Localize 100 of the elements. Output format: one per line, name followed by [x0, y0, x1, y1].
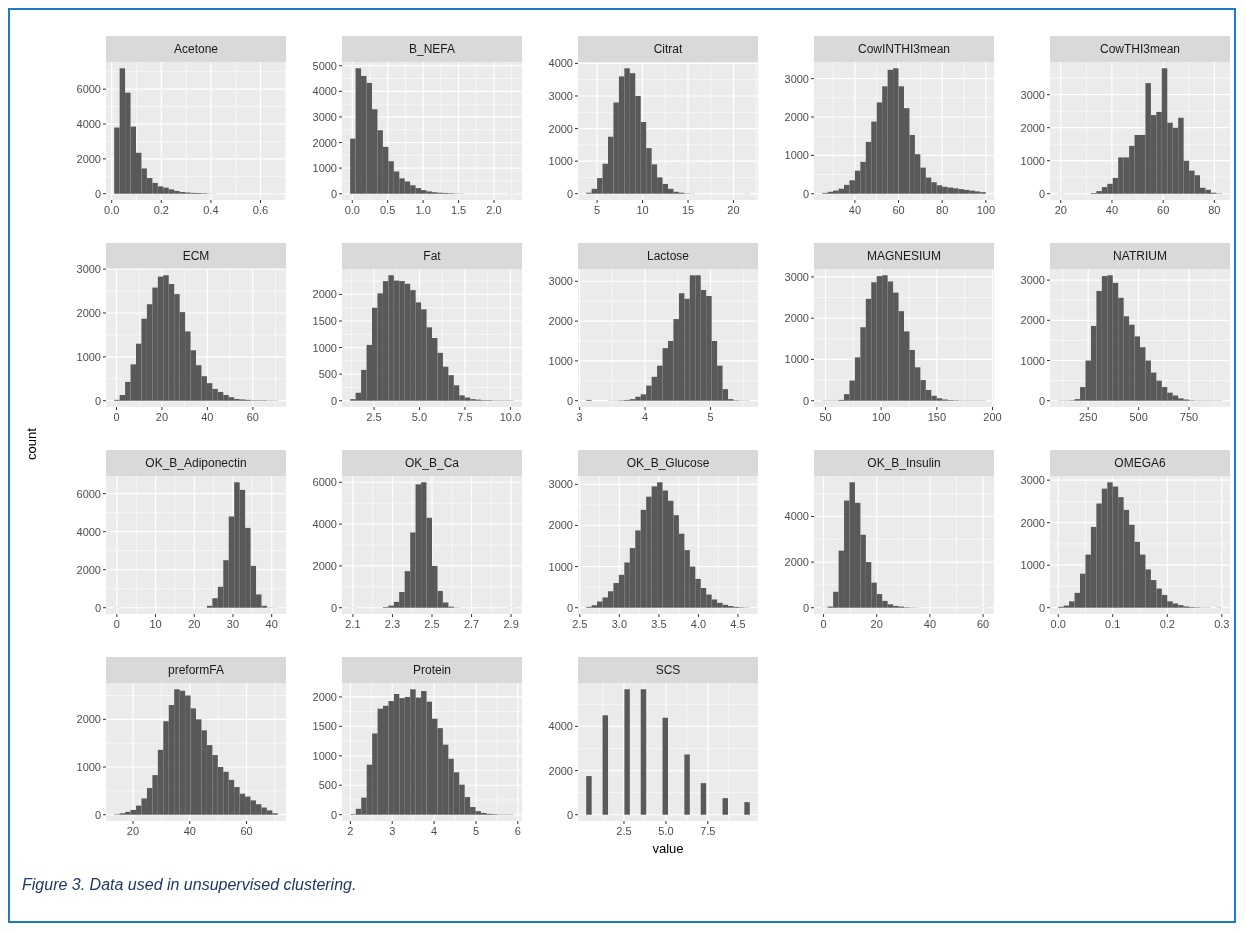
y-tick-label: 1000 — [548, 354, 573, 367]
x-tick-label: 250 — [1078, 411, 1098, 423]
y-tick-label: 3000 — [548, 478, 573, 491]
x-tick-label: 20 — [126, 825, 140, 837]
x-tick-label: 2.5 — [572, 618, 588, 630]
x-tick-label: 4 — [431, 825, 438, 837]
x-tick-label: 5 — [472, 825, 480, 837]
chart-title: Lactose — [646, 249, 690, 263]
y-tick-label: 0 — [1038, 187, 1045, 200]
y-tick-label: 1000 — [312, 341, 337, 354]
chart-title: OK_B_Adiponectin — [145, 456, 247, 470]
y-tick-label: 2000 — [548, 122, 573, 135]
y-tick-label: 0 — [1038, 601, 1045, 614]
chart-title: CowINTHI3mean — [857, 42, 951, 56]
chart-title: SCS — [655, 663, 681, 677]
y-tick-label: 1000 — [1020, 154, 1045, 167]
chart-title: Citrat — [653, 42, 683, 56]
y-tick-label: 0 — [94, 187, 101, 200]
y-tick-label: 500 — [318, 779, 337, 792]
y-tick-label: 6000 — [76, 83, 101, 96]
y-tick-label: 3000 — [784, 270, 809, 283]
x-tick-label: 40 — [265, 618, 278, 630]
x-tick-label: 60 — [246, 411, 259, 423]
y-tick-label: 2000 — [312, 690, 337, 703]
x-tick-label: 40 — [923, 618, 937, 630]
y-tick-label: 3000 — [1020, 88, 1045, 101]
x-tick-label: 1.0 — [415, 204, 431, 216]
y-tick-label: 1000 — [548, 560, 573, 573]
y-tick-label: 4000 — [312, 518, 337, 531]
chart-title: OK_B_Insulin — [867, 456, 941, 470]
y-tick-label: 0 — [802, 394, 809, 407]
x-tick-label: 30 — [226, 618, 240, 630]
y-tick-label: 1000 — [76, 761, 101, 774]
x-tick-label: 0.4 — [203, 204, 219, 216]
x-tick-label: 5.0 — [658, 825, 674, 837]
y-tick-label: 1000 — [76, 350, 101, 363]
x-tick-label: 5.0 — [411, 411, 428, 423]
y-tick-label: 3000 — [1020, 474, 1045, 487]
y-tick-label: 2000 — [76, 713, 101, 726]
x-tick-label: 60 — [892, 204, 905, 216]
y-tick-label: 3000 — [548, 89, 573, 102]
x-tick-label: 50 — [819, 411, 832, 423]
y-tick-label: 4000 — [76, 525, 101, 538]
y-tick-label: 2000 — [76, 563, 101, 576]
x-tick-label: 15 — [681, 204, 695, 216]
y-tick-label: 2000 — [784, 556, 809, 569]
x-tick-label: 200 — [983, 411, 1002, 423]
x-tick-label: 20 — [1054, 204, 1067, 216]
y-tick-label: 1000 — [1020, 559, 1045, 572]
x-tick-label: 0 — [820, 618, 827, 630]
y-tick-label: 0 — [802, 187, 809, 200]
chart-title: NATRIUM — [1113, 249, 1167, 263]
x-tick-label: 40 — [201, 411, 214, 423]
y-tick-label: 4000 — [548, 720, 573, 733]
y-tick-label: 2000 — [76, 307, 101, 319]
x-tick-label: 10.0 — [499, 411, 522, 423]
x-tick-label: 2.9 — [503, 618, 519, 630]
x-tick-label: 40 — [1105, 204, 1119, 216]
x-tick-label: 0.1 — [1105, 618, 1121, 630]
x-tick-label: 100 — [976, 204, 995, 216]
x-tick-label: 4 — [642, 411, 649, 423]
chart-title: ECM — [182, 249, 210, 263]
y-tick-label: 4000 — [784, 510, 809, 523]
x-tick-label: 3 — [576, 411, 583, 423]
y-tick-label: 1000 — [312, 749, 337, 762]
y-tick-label: 0 — [94, 394, 101, 407]
y-tick-label: 1000 — [1020, 354, 1045, 367]
y-tick-label: 0 — [330, 394, 337, 407]
y-tick-label: 0 — [94, 601, 101, 614]
y-tick-label: 2000 — [784, 312, 809, 325]
y-tick-label: 3000 — [548, 275, 573, 288]
x-tick-label: 80 — [1208, 204, 1221, 216]
x-tick-label: 750 — [1179, 411, 1199, 423]
y-axis-title: count — [24, 427, 39, 460]
x-tick-label: 40 — [848, 204, 862, 216]
y-tick-label: 4000 — [548, 57, 573, 70]
y-tick-label: 0 — [330, 808, 337, 821]
y-tick-label: 0 — [94, 808, 101, 821]
y-tick-label: 2000 — [1020, 314, 1045, 327]
x-tick-label: 1.5 — [450, 204, 467, 216]
x-tick-label: 0.3 — [1214, 618, 1230, 630]
x-tick-label: 2.7 — [463, 618, 480, 630]
x-tick-label: 0.6 — [252, 204, 269, 216]
x-tick-label: 2.3 — [384, 618, 401, 630]
x-tick-label: 2.5 — [424, 618, 440, 630]
y-tick-label: 2000 — [784, 111, 809, 123]
chart-title: OK_B_Glucose — [626, 456, 710, 470]
y-tick-label: 0 — [330, 601, 337, 614]
y-tick-label: 6000 — [312, 476, 337, 489]
chart-title: OMEGA6 — [1114, 456, 1166, 470]
x-tick-label: 0.0 — [104, 204, 120, 216]
y-tick-label: 2000 — [548, 764, 573, 777]
chart-title: Fat — [423, 249, 442, 263]
y-tick-label: 2000 — [1020, 121, 1045, 134]
y-tick-label: 1000 — [784, 353, 809, 366]
x-tick-label: 0.2 — [1159, 618, 1175, 630]
x-tick-label: 0 — [113, 618, 120, 630]
y-tick-label: 0 — [1038, 394, 1045, 407]
y-tick-label: 0 — [566, 808, 573, 821]
x-tick-label: 0.0 — [344, 204, 360, 216]
